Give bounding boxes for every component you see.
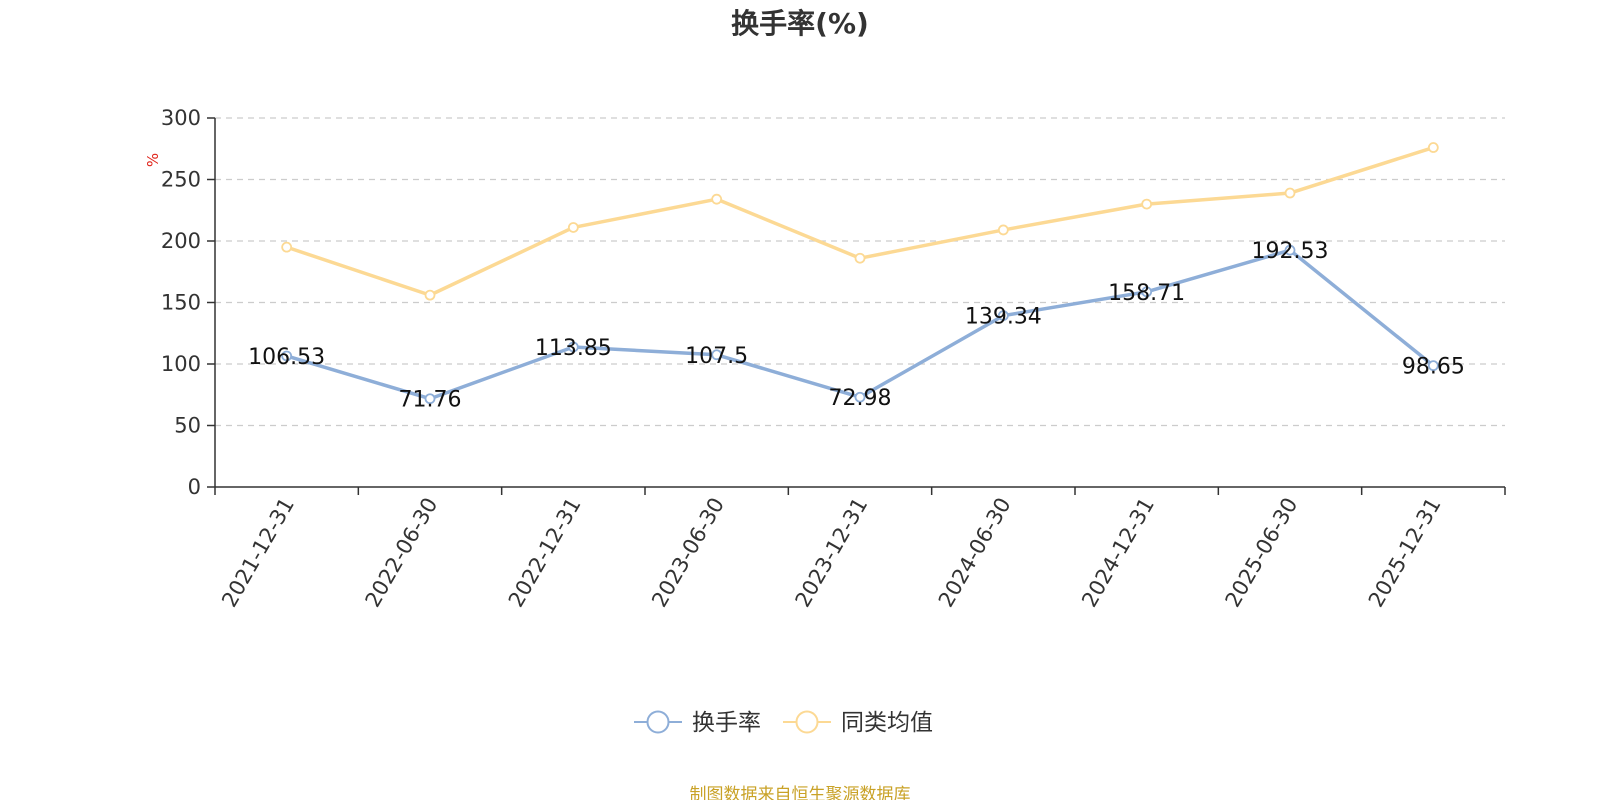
y-tick-label: 200 xyxy=(161,229,201,253)
legend-item-peer-average[interactable]: 同类均值 xyxy=(783,710,933,736)
x-tick-label: 2025-12-31 xyxy=(1364,494,1446,612)
legend-label: 同类均值 xyxy=(841,710,933,736)
x-tick-label: 2022-12-31 xyxy=(504,494,586,612)
data-source-note: 制图数据来自恒生聚源数据库 xyxy=(689,785,911,800)
data-point xyxy=(281,241,293,253)
data-point xyxy=(281,350,293,362)
x-tick-label: 2021-12-31 xyxy=(217,494,299,612)
data-point xyxy=(1427,142,1439,153)
y-tick-label: 300 xyxy=(161,106,201,130)
y-tick-label: 100 xyxy=(161,352,201,376)
x-tick-label: 2023-12-31 xyxy=(791,494,873,612)
y-tick-label: 0 xyxy=(188,475,201,499)
series-line-turnover xyxy=(286,248,1435,401)
data-point xyxy=(711,193,723,205)
data-label: 139.34 xyxy=(965,305,1042,330)
legend-marker xyxy=(795,710,819,734)
data-point xyxy=(997,310,1009,322)
data-point xyxy=(854,391,866,403)
data-point xyxy=(854,252,866,264)
y-tick-label: 50 xyxy=(174,414,201,438)
x-tick-label: 2024-12-31 xyxy=(1077,494,1159,612)
data-point xyxy=(567,222,579,233)
series-line-peer-average xyxy=(286,145,1434,297)
data-label: 71.76 xyxy=(399,388,462,413)
data-point xyxy=(1427,360,1439,372)
series-lines xyxy=(281,142,1439,405)
data-label: 107.5 xyxy=(685,344,748,369)
legend-item-turnover[interactable]: 换手率 xyxy=(634,710,761,736)
data-point xyxy=(424,393,436,405)
data-label: 192.53 xyxy=(1252,239,1329,264)
data-point xyxy=(1284,244,1296,256)
x-tick-label: 2022-06-30 xyxy=(361,494,443,612)
data-label: 72.98 xyxy=(829,386,892,411)
legend-marker xyxy=(646,710,670,734)
data-point xyxy=(1284,187,1296,199)
y-unit-label: % xyxy=(144,153,162,167)
x-tick-label: 2024-06-30 xyxy=(934,494,1016,612)
x-tick-label: 2025-06-30 xyxy=(1221,494,1303,612)
data-point xyxy=(1141,198,1153,210)
legend[interactable]: 换手率 同类均值 xyxy=(634,710,933,736)
y-tick-label: 150 xyxy=(161,291,201,315)
grid-lines xyxy=(215,117,1505,427)
axes: 0 50 100 150 200 250 300% 2021-12-31 2022-06-30 2… xyxy=(144,106,1506,612)
y-tick-label: 250 xyxy=(161,168,201,192)
data-point xyxy=(424,289,436,301)
data-label: 158.71 xyxy=(1108,281,1185,306)
x-tick-label: 2023-06-30 xyxy=(647,494,729,612)
data-label: 113.85 xyxy=(535,336,612,361)
data-label: 98.65 xyxy=(1402,355,1465,380)
legend-label: 换手率 xyxy=(692,710,761,736)
data-labels: 106.53 71.76 113.85 107.5 72.98 139.34 158.71 1… xyxy=(248,239,1465,413)
data-point xyxy=(567,341,579,353)
data-point xyxy=(997,224,1009,236)
data-label: 106.53 xyxy=(248,345,325,370)
data-point xyxy=(1141,286,1153,298)
chart-title: 换手率(%) xyxy=(731,7,869,40)
data-point xyxy=(711,349,723,361)
